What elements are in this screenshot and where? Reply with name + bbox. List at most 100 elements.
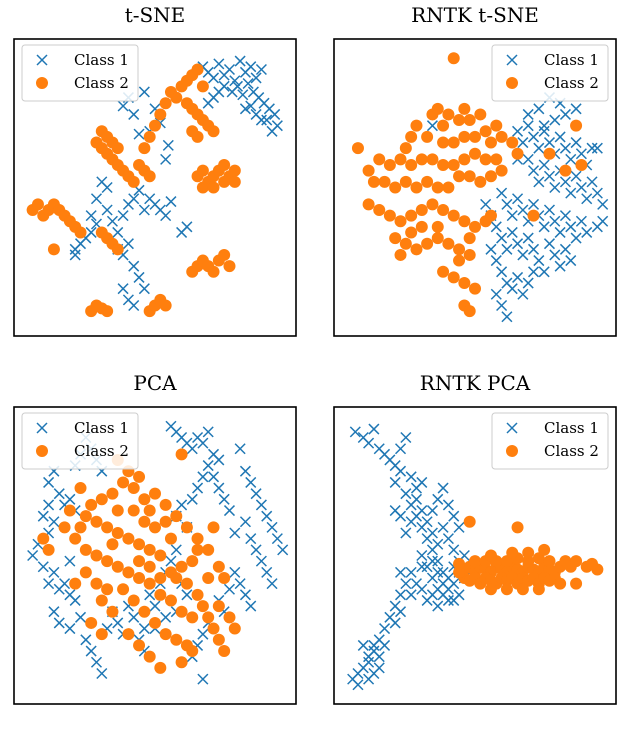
point-circle-marker xyxy=(218,645,231,658)
point-circle-marker xyxy=(133,538,146,551)
point-x-marker xyxy=(261,566,273,578)
point-circle-marker xyxy=(442,181,455,194)
point-circle-marker xyxy=(85,616,98,629)
point-circle-marker xyxy=(431,102,444,115)
point-x-marker xyxy=(432,538,444,550)
point-circle-marker xyxy=(101,555,114,568)
point-circle-marker xyxy=(570,577,583,590)
point-circle-marker xyxy=(111,504,124,517)
point-x-marker xyxy=(586,142,598,154)
point-x-marker xyxy=(53,488,65,500)
point-circle-marker xyxy=(463,114,476,127)
series-2 xyxy=(351,52,588,318)
point-circle-marker xyxy=(47,243,60,256)
point-x-marker xyxy=(37,561,49,573)
point-x-marker xyxy=(527,243,540,255)
point-x-marker xyxy=(448,544,460,556)
point-x-marker xyxy=(522,108,534,120)
point-x-marker xyxy=(522,153,534,165)
point-x-marker xyxy=(213,482,225,494)
legend: Class 1 Class 2 xyxy=(491,44,609,102)
point-x-marker xyxy=(69,594,81,606)
point-x-marker xyxy=(522,277,534,289)
legend-circle-marker xyxy=(506,445,518,457)
point-x-marker xyxy=(229,75,241,87)
point-x-marker xyxy=(181,221,193,233)
point-x-marker xyxy=(394,443,407,455)
axes-frame xyxy=(333,38,617,337)
point-x-marker xyxy=(416,549,428,562)
point-circle-marker xyxy=(143,504,156,517)
point-x-marker xyxy=(517,288,529,300)
point-circle-marker xyxy=(212,600,225,613)
point-x-marker xyxy=(597,215,609,227)
point-circle-marker xyxy=(191,532,204,545)
point-circle-marker xyxy=(202,543,215,556)
point-circle-marker xyxy=(554,577,567,590)
point-x-marker xyxy=(448,510,460,522)
panel-3: PCA Class 1 Class 2 xyxy=(13,371,297,705)
point-circle-marker xyxy=(453,254,466,267)
point-x-marker xyxy=(570,137,582,149)
series-2 xyxy=(37,448,241,674)
legend: Class 1 Class 2 xyxy=(21,44,139,102)
point-circle-marker xyxy=(442,237,455,250)
point-circle-marker xyxy=(426,198,439,211)
point-circle-marker xyxy=(143,130,156,143)
point-x-marker xyxy=(277,544,289,556)
point-circle-marker xyxy=(69,532,82,545)
point-circle-marker xyxy=(495,164,508,177)
point-circle-marker xyxy=(207,521,220,534)
point-circle-marker xyxy=(447,52,460,65)
point-x-marker xyxy=(101,181,113,194)
point-x-marker xyxy=(410,493,423,505)
point-circle-marker xyxy=(79,543,92,556)
point-circle-marker xyxy=(143,543,156,556)
point-circle-marker xyxy=(543,555,556,568)
point-x-marker xyxy=(416,583,428,595)
point-x-marker xyxy=(522,232,534,244)
point-circle-marker xyxy=(484,170,497,183)
point-circle-marker xyxy=(490,119,503,132)
point-circle-marker xyxy=(484,583,497,596)
point-circle-marker xyxy=(79,566,92,579)
legend-label: Class 2 xyxy=(544,442,599,460)
point-x-marker xyxy=(517,204,529,216)
point-x-marker xyxy=(442,533,454,545)
point-x-marker xyxy=(527,198,540,210)
point-x-marker xyxy=(229,527,241,539)
point-circle-marker xyxy=(111,527,124,540)
point-circle-marker xyxy=(95,493,108,506)
point-x-marker xyxy=(245,100,257,112)
point-x-marker xyxy=(506,210,518,222)
point-x-marker xyxy=(271,533,283,545)
point-circle-marker xyxy=(196,181,209,194)
point-circle-marker xyxy=(228,164,241,177)
point-x-marker xyxy=(43,578,55,590)
plot-area xyxy=(351,52,609,323)
point-x-marker xyxy=(394,465,407,477)
point-x-marker xyxy=(245,533,257,545)
point-circle-marker xyxy=(164,532,177,545)
point-x-marker xyxy=(160,210,172,222)
point-x-marker xyxy=(237,89,249,101)
series-2 xyxy=(453,515,604,596)
point-circle-marker xyxy=(415,153,428,166)
point-circle-marker xyxy=(207,181,220,194)
point-circle-marker xyxy=(362,164,375,177)
point-x-marker xyxy=(533,176,545,188)
point-x-marker xyxy=(266,578,278,590)
point-circle-marker xyxy=(559,164,572,177)
point-circle-marker xyxy=(399,175,412,188)
point-circle-marker xyxy=(196,164,209,177)
legend-label: Class 1 xyxy=(74,51,129,69)
point-x-marker xyxy=(112,617,124,629)
point-circle-marker xyxy=(437,159,450,172)
point-circle-marker xyxy=(90,549,103,562)
point-x-marker xyxy=(400,578,412,590)
point-circle-marker xyxy=(143,170,156,183)
plot-area xyxy=(26,55,283,318)
point-circle-marker xyxy=(538,543,551,556)
point-circle-marker xyxy=(394,215,407,228)
point-x-marker xyxy=(432,555,444,567)
